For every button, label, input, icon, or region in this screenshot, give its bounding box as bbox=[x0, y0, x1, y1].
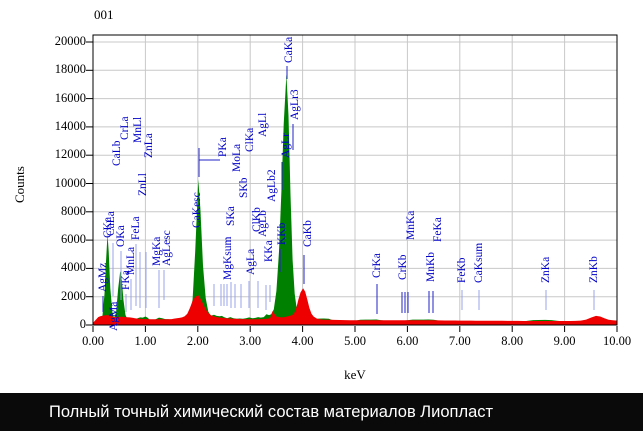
y-tick-label: 8000 bbox=[61, 203, 86, 218]
y-tick-label: 4000 bbox=[61, 260, 86, 275]
peak-label-znll: ZnLl bbox=[137, 173, 149, 196]
peak-label-aglr3: AgLr3 bbox=[289, 89, 301, 120]
peak-label-agmz: AgMz bbox=[97, 262, 109, 292]
x-tick-label: 8.00 bbox=[501, 334, 524, 348]
chart-title: 001 bbox=[94, 7, 114, 22]
y-tick-label: 6000 bbox=[61, 232, 86, 247]
x-tick-label: 10.00 bbox=[602, 334, 632, 348]
x-tick-label: 9.00 bbox=[553, 334, 576, 348]
peak-label-kka: KKa bbox=[263, 240, 275, 262]
x-tick-label: 0.00 bbox=[82, 334, 104, 348]
caption-text: Полный точный химический состав материал… bbox=[49, 402, 494, 421]
spectrum-green bbox=[93, 74, 617, 325]
peak-label-fela: FeLa bbox=[130, 216, 142, 240]
peak-label-crla: CrLa bbox=[119, 116, 131, 140]
peak-label-znka: ZnKa bbox=[540, 256, 552, 283]
y-tick-label: 14000 bbox=[54, 118, 86, 133]
peak-label-skb: SKb bbox=[238, 177, 250, 198]
peak-label-znla: ZnLa bbox=[143, 133, 155, 158]
x-tick-label: 4.00 bbox=[291, 334, 314, 348]
y-tick-label: 0 bbox=[79, 317, 86, 331]
x-tick-label: 3.00 bbox=[239, 334, 262, 348]
peak-label-kkb: KKb bbox=[276, 222, 288, 245]
peak-label-mnla: MnLa bbox=[125, 246, 137, 275]
peak-label-mola: MoLa bbox=[231, 143, 243, 172]
x-axis-title: keV bbox=[344, 367, 366, 382]
peak-label-cakesc: CaKesc bbox=[191, 192, 203, 228]
x-tick-label: 5.00 bbox=[344, 334, 366, 348]
peak-label-ska: SKa bbox=[225, 206, 237, 226]
spectrum-plot bbox=[86, 34, 618, 332]
peak-label-crka: CrKa bbox=[371, 253, 383, 278]
peak-label-agma: AgMa bbox=[108, 301, 120, 331]
peak-label-aglb2: AgLb2 bbox=[266, 169, 278, 202]
peak-label-agla: AgLa bbox=[245, 248, 257, 275]
y-tick-label: 16000 bbox=[54, 90, 86, 105]
y-tick-label: 2000 bbox=[61, 288, 86, 303]
peak-label-mnka: MnKa bbox=[405, 210, 417, 240]
y-tick-label: 18000 bbox=[54, 62, 86, 77]
peak-label-aglesc: AgLesc bbox=[161, 230, 173, 266]
y-tick-label: 12000 bbox=[54, 147, 86, 162]
peak-label-pka: PKa bbox=[217, 137, 229, 157]
peak-label-caka: CaKa bbox=[283, 36, 295, 63]
peak-label-feka: FeKa bbox=[432, 217, 444, 242]
peak-label-calb: CaLb bbox=[111, 140, 123, 166]
peak-label-mnkb: MnKb bbox=[425, 251, 437, 282]
x-tick-label: 7.00 bbox=[448, 334, 471, 348]
peak-label-caksum: CaKsum bbox=[473, 242, 485, 283]
x-tick-label: 2.00 bbox=[186, 334, 209, 348]
y-tick-label: 10000 bbox=[54, 175, 86, 190]
peak-label-aglb: AgLb bbox=[257, 210, 269, 237]
peak-label-agll: AgLl bbox=[257, 112, 269, 137]
plot-frame bbox=[92, 34, 618, 326]
peak-label-oka: OKa bbox=[115, 225, 127, 247]
peak-label-fekb: FeKb bbox=[456, 257, 468, 283]
x-tick-label: 1.00 bbox=[134, 334, 157, 348]
spectrum-red bbox=[93, 288, 617, 325]
peak-label-aglr: AgLr bbox=[280, 133, 292, 158]
y-tick-label: 20000 bbox=[54, 34, 86, 48]
peak-label-znkb: ZnKb bbox=[588, 256, 600, 283]
x-tick-label: 6.00 bbox=[396, 334, 419, 348]
peak-label-mgksum: MgKsum bbox=[222, 236, 234, 280]
peak-label-cakb: CaKb bbox=[302, 220, 314, 247]
y-axis-title: Counts bbox=[12, 166, 27, 203]
peak-label-crkb: CrKb bbox=[397, 254, 409, 280]
caption-bar: Полный точный химический состав материал… bbox=[0, 393, 643, 431]
peak-label-clka: ClKa bbox=[244, 127, 256, 152]
